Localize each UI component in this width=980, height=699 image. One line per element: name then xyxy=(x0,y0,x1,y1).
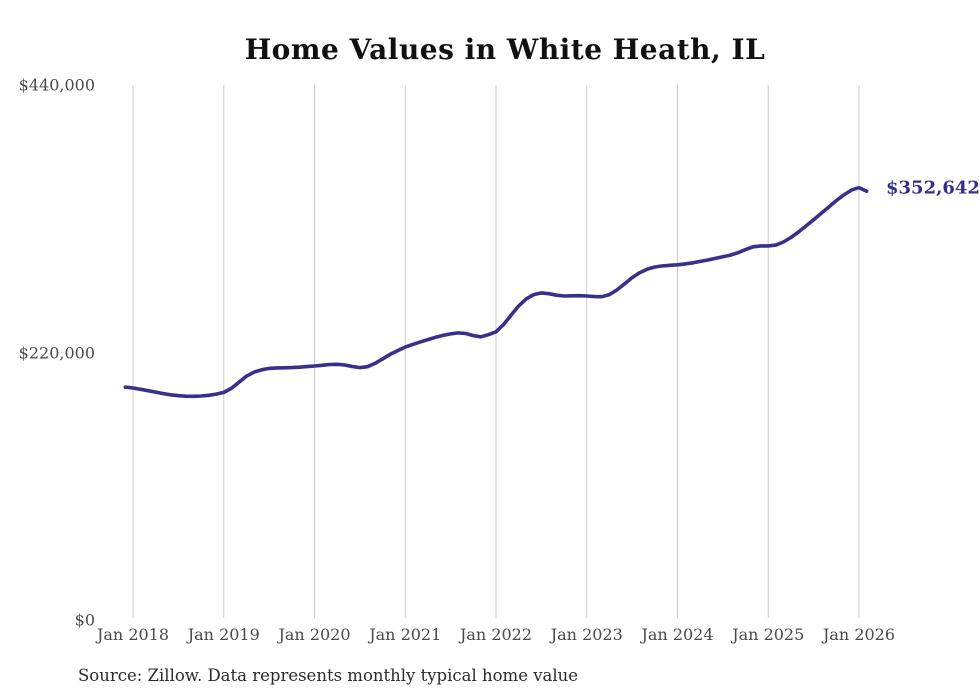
x-axis-tick-label: Jan 2019 xyxy=(187,625,260,644)
y-axis-tick-label: $220,000 xyxy=(18,343,95,362)
x-axis-tick-label: Jan 2022 xyxy=(459,625,533,644)
x-axis-tick-label: Jan 2020 xyxy=(278,625,351,644)
x-axis-tick-label: Jan 2026 xyxy=(822,625,896,644)
x-axis-tick-label: Jan 2025 xyxy=(732,625,805,644)
home-value-line-series xyxy=(123,185,869,399)
latest-value-label: $352,642 xyxy=(886,177,980,199)
x-axis-tick-label: Jan 2024 xyxy=(641,625,714,644)
y-axis-tick-label: $440,000 xyxy=(18,75,95,95)
source-note: Source: Zillow. Data represents monthly … xyxy=(78,666,579,685)
x-axis-tick-label: Jan 2023 xyxy=(550,625,623,644)
chart-title: Home Values in White Heath, IL xyxy=(244,33,766,66)
x-axis-tick-label: Jan 2018 xyxy=(96,625,170,644)
y-axis-tick-label: $0 xyxy=(74,610,95,630)
x-axis-tick-label: Jan 2021 xyxy=(369,625,442,644)
